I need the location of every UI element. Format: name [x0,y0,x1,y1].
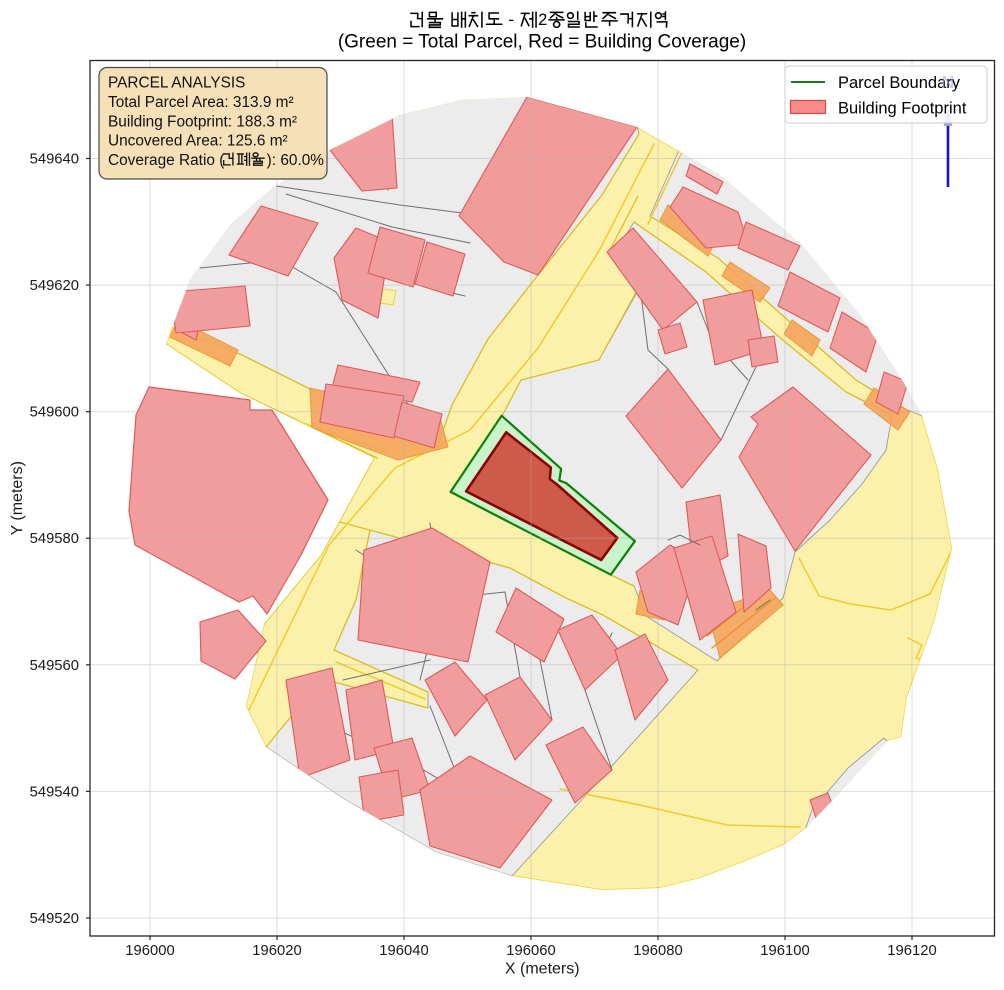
svg-text:196060: 196060 [506,943,555,959]
svg-text:549540: 549540 [30,784,79,800]
svg-text:549620: 549620 [30,278,79,294]
svg-text:549520: 549520 [30,911,79,927]
svg-text:PARCEL ANALYSIS: PARCEL ANALYSIS [108,75,245,92]
svg-text:Uncovered Area: 125.6 m²: Uncovered Area: 125.6 m² [108,133,288,150]
svg-text:196040: 196040 [379,943,428,959]
svg-text:Building Footprint: 188.3 m²: Building Footprint: 188.3 m² [108,113,297,130]
svg-text:2: 2 [538,11,547,29]
svg-text:Total Parcel Area: 313.9 m²: Total Parcel Area: 313.9 m² [108,94,294,111]
svg-text:196000: 196000 [125,943,174,959]
svg-text:Building Footprint: Building Footprint [838,100,967,118]
svg-text:196080: 196080 [633,943,682,959]
svg-text:): 60.0%: ): 60.0% [267,152,325,169]
svg-text:549560: 549560 [30,658,79,674]
svg-text:Parcel Boundary: Parcel Boundary [838,74,961,92]
svg-text:196120: 196120 [887,943,936,959]
svg-text:(Green = Total Parcel, Red = B: (Green = Total Parcel, Red = Building Co… [338,32,746,53]
svg-text:N: N [942,72,955,92]
svg-text:196100: 196100 [760,943,809,959]
svg-text:X (meters): X (meters) [505,961,580,978]
svg-text:549580: 549580 [30,531,79,547]
svg-text:Coverage Ratio (: Coverage Ratio ( [108,152,225,169]
svg-text:549600: 549600 [30,405,79,421]
svg-text:-: - [508,10,514,29]
svg-text:Y (meters): Y (meters) [9,461,26,535]
svg-text:549640: 549640 [30,152,79,168]
svg-text:196020: 196020 [252,943,301,959]
